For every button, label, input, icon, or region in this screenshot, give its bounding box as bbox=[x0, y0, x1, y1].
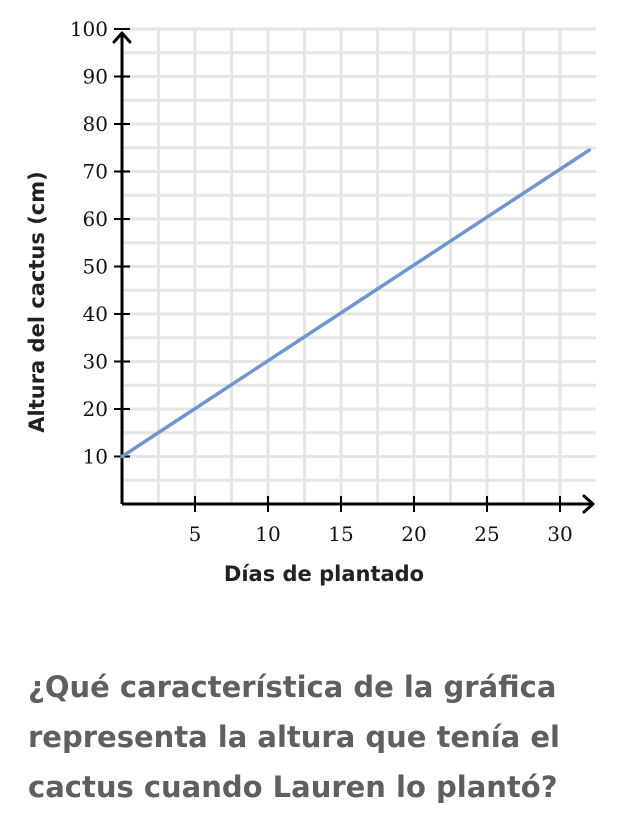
y-tick-label: 60 bbox=[83, 207, 108, 231]
y-axis-title: Altura del cactus (cm) bbox=[25, 171, 49, 432]
x-tick-label: 10 bbox=[255, 522, 280, 546]
x-tick-labels: 5 10 15 20 25 30 bbox=[189, 522, 573, 546]
x-tick-label: 15 bbox=[328, 522, 353, 546]
line-chart: 5 10 15 20 25 30 10 20 30 40 50 60 70 80 90 100 Días d… bbox=[25, 17, 596, 586]
x-axis-title: Días de plantado bbox=[224, 562, 424, 586]
y-tick-label: 70 bbox=[83, 160, 108, 184]
y-axis-arrow bbox=[112, 31, 132, 44]
y-tick-label: 20 bbox=[83, 397, 108, 421]
y-tick-label: 90 bbox=[83, 65, 108, 89]
y-tick-label: 40 bbox=[83, 302, 108, 326]
x-axis-arrow bbox=[582, 494, 595, 514]
x-tick-label: 30 bbox=[547, 522, 572, 546]
y-tick-label: 10 bbox=[83, 445, 108, 469]
x-tick-label: 25 bbox=[474, 522, 499, 546]
x-tick-label: 20 bbox=[401, 522, 426, 546]
question-text: ¿Qué característica de la gráfica repres… bbox=[28, 670, 560, 804]
y-tick-label: 30 bbox=[83, 350, 108, 374]
y-tick-labels: 10 20 30 40 50 60 70 80 90 100 bbox=[70, 17, 108, 469]
series-group bbox=[120, 148, 591, 459]
y-tick-label: 100 bbox=[70, 17, 108, 41]
grid bbox=[122, 27, 596, 504]
x-tick-label: 5 bbox=[189, 522, 202, 546]
y-tick-label: 50 bbox=[83, 255, 108, 279]
y-axis bbox=[112, 28, 132, 504]
series-line bbox=[120, 148, 591, 459]
x-axis bbox=[122, 494, 595, 514]
y-tick-label: 80 bbox=[83, 112, 108, 136]
